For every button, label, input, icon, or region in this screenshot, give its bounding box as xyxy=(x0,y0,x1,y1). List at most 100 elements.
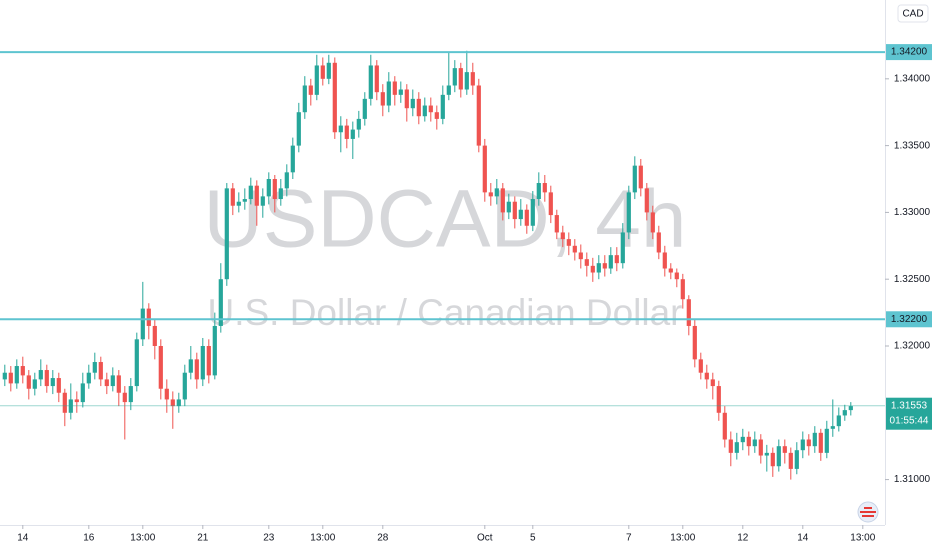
candle-body xyxy=(416,98,421,117)
candle-body xyxy=(686,299,691,326)
candle-body xyxy=(530,199,535,226)
logo-stripes xyxy=(860,507,876,517)
x-tick-label: 12 xyxy=(737,533,749,544)
candle-body xyxy=(452,68,457,86)
candle-body xyxy=(254,185,259,206)
candle-body xyxy=(638,165,643,189)
last-price-box xyxy=(886,397,932,430)
candle-body xyxy=(248,185,253,200)
candle-body xyxy=(74,399,79,403)
x-tick-label: 14 xyxy=(797,533,809,544)
candle-body xyxy=(332,62,337,133)
candle-body xyxy=(278,188,283,200)
candle-body xyxy=(158,345,163,389)
candle-body xyxy=(830,426,835,429)
candle-body xyxy=(176,399,181,407)
candle-body xyxy=(164,388,169,400)
y-tick-label: 1.34000 xyxy=(894,73,931,84)
candle-body xyxy=(470,72,475,86)
currency-label[interactable]: CAD xyxy=(902,9,923,20)
candle-body xyxy=(380,92,385,106)
candle-body xyxy=(170,399,175,407)
candle-body xyxy=(284,172,289,189)
symbol-watermark: USDCAD, 4h xyxy=(203,174,686,265)
candle-body xyxy=(722,412,727,440)
candle-body xyxy=(716,386,721,413)
description-watermark: U.S. Dollar / Canadian Dollar xyxy=(207,292,682,333)
candle-body xyxy=(818,432,823,453)
candle-body xyxy=(506,201,511,213)
candle-body xyxy=(836,415,841,427)
currency-button[interactable] xyxy=(897,4,929,23)
candle-body xyxy=(50,378,55,387)
candle-body xyxy=(128,386,133,403)
x-tick-label: 16 xyxy=(83,533,95,544)
candle-body xyxy=(488,192,493,197)
candle-body xyxy=(752,439,757,447)
countdown-label: 01:55:44 xyxy=(890,415,929,426)
candle-body xyxy=(122,392,127,403)
candle-body xyxy=(134,339,139,387)
candle-body xyxy=(386,81,391,106)
candle-body xyxy=(650,212,655,233)
candle-body xyxy=(608,255,613,269)
x-tick-label: 14 xyxy=(17,533,29,544)
candle-body xyxy=(794,450,799,469)
candle-body xyxy=(662,252,667,269)
candle-body xyxy=(800,439,805,451)
candle-body xyxy=(482,145,487,193)
candle-body xyxy=(842,410,847,416)
candle-body xyxy=(536,183,541,200)
candle-body xyxy=(206,345,211,376)
candle-body xyxy=(194,359,199,380)
last-price-label: 1.31553 xyxy=(891,400,928,411)
x-tick-label: 13:00 xyxy=(670,533,695,544)
candle-body xyxy=(38,370,43,380)
candle-body xyxy=(44,370,49,387)
candle-body xyxy=(314,65,319,95)
candle-body xyxy=(404,89,409,109)
candle-body xyxy=(596,263,601,273)
candle-body xyxy=(320,65,325,79)
candle-body xyxy=(740,436,745,443)
x-tick-label: Oct xyxy=(477,533,493,544)
candle-body xyxy=(764,452,769,456)
candle-body xyxy=(362,98,367,119)
candle-body xyxy=(434,112,439,119)
candle-body xyxy=(338,125,343,133)
candle-body xyxy=(428,105,433,113)
candle-body xyxy=(86,372,91,384)
candle-body xyxy=(458,68,463,90)
candle-body xyxy=(212,325,217,376)
candle-body xyxy=(242,199,247,202)
candle-body xyxy=(344,125,349,139)
candle-body xyxy=(824,428,829,453)
candle-body xyxy=(26,375,31,389)
candle-body xyxy=(92,362,97,373)
candle-body xyxy=(302,85,307,113)
candle-body xyxy=(56,378,61,393)
candle-body xyxy=(692,325,697,360)
candle-body xyxy=(770,452,775,467)
candle-body xyxy=(782,446,787,453)
candle-body xyxy=(32,379,37,389)
candle-body xyxy=(80,383,85,403)
candle-body xyxy=(590,265,595,273)
candle-body xyxy=(464,72,469,90)
candle-body xyxy=(602,263,607,269)
candle-body xyxy=(236,201,241,206)
y-tick-label: 1.33000 xyxy=(894,207,931,218)
candle-body xyxy=(398,89,403,95)
candle-body xyxy=(578,252,583,260)
candle-body xyxy=(440,94,445,119)
x-tick-label: 13:00 xyxy=(130,533,155,544)
candle-body xyxy=(218,279,223,326)
candle-body xyxy=(62,392,67,413)
candle-body xyxy=(422,105,427,117)
candle-body xyxy=(272,179,277,200)
candle-body xyxy=(500,188,505,213)
candle-body xyxy=(350,129,355,139)
y-tick-label: 1.32000 xyxy=(894,341,931,352)
candle-body xyxy=(512,201,517,220)
level-label: 1.32200 xyxy=(891,314,928,325)
